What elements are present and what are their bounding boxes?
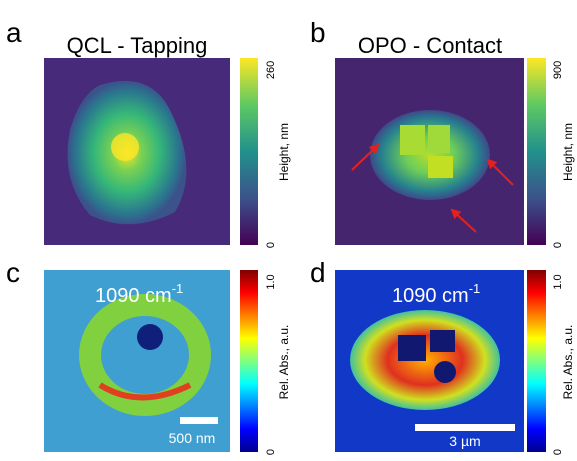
colorbar [240, 270, 258, 452]
ring [79, 294, 211, 416]
colorbar-label: Rel. Abs., a.u. [561, 325, 575, 400]
scale-bar-label: 500 nm [169, 430, 216, 446]
colorbar [240, 58, 258, 245]
hole [434, 361, 456, 383]
hole [398, 335, 426, 361]
colorbar-label: Height, nm [561, 123, 575, 181]
colorbar-tick: 0 [552, 242, 564, 248]
scale-bar [415, 424, 515, 431]
arrow [486, 158, 514, 186]
annotation-sup: -1 [469, 281, 481, 296]
ring-edge [98, 382, 192, 401]
annotation-text: 1090 cm [95, 285, 172, 307]
crystal [400, 125, 425, 155]
particle [370, 110, 490, 200]
arrow [351, 143, 380, 171]
panel-letter: a [6, 17, 22, 48]
annotation: 1090 cm-1 [95, 281, 183, 307]
colorbar-tick: 1.0 [265, 274, 277, 289]
colorbar-tick: 900 [552, 61, 564, 79]
particle-core [111, 133, 139, 161]
crystal [428, 156, 453, 178]
colorbar-tick: 260 [265, 61, 277, 79]
panel-letter: d [310, 257, 326, 288]
colorbar-tick: 1.0 [552, 274, 564, 289]
colorbar-tick: 0 [552, 449, 564, 455]
annotation-sup: -1 [172, 281, 184, 296]
hole [430, 330, 455, 352]
annotation: 1090 cm-1 [392, 281, 480, 307]
annotation-text: 1090 cm [392, 285, 469, 307]
panel-title: OPO - Contact [358, 33, 502, 58]
panel-title: QCL - Tapping [67, 33, 208, 58]
colorbar-tick: 0 [265, 449, 277, 455]
crystal [428, 125, 450, 153]
colorbar-label: Rel. Abs., a.u. [277, 325, 291, 400]
arrow [450, 208, 477, 233]
colorbar [527, 270, 546, 452]
scale-bar [180, 417, 218, 424]
colorbar-label: Height, nm [277, 123, 291, 181]
scale-bar-label: 3 µm [449, 433, 480, 449]
panel-letter: b [310, 17, 326, 48]
panel-letter: c [6, 257, 20, 288]
colorbar-tick: 0 [265, 242, 277, 248]
colorbar [527, 58, 546, 245]
hole [137, 324, 163, 350]
